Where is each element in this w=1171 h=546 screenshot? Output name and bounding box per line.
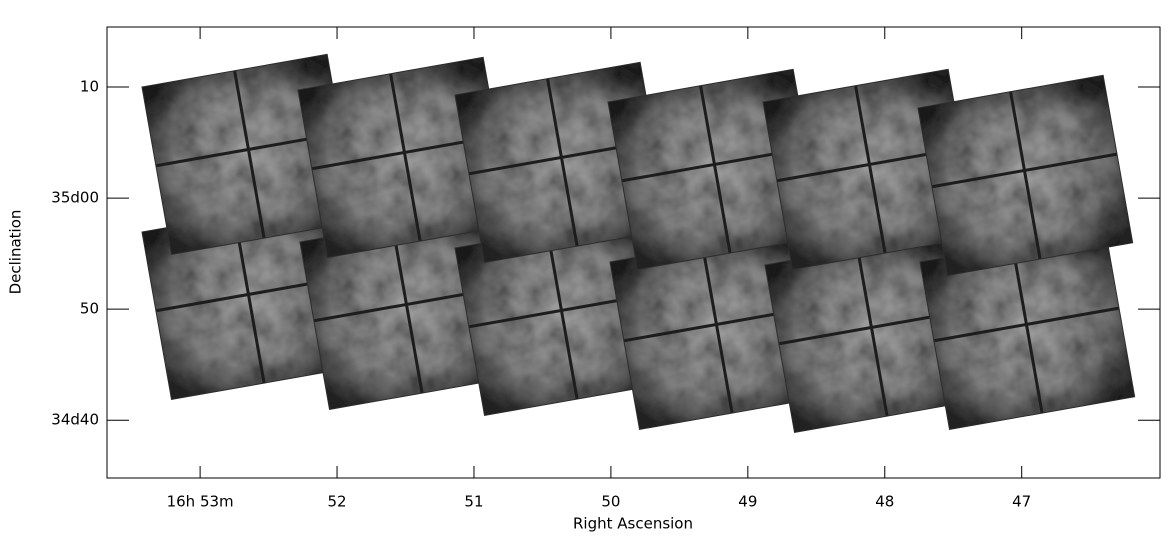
x-tick-label: 51 [464, 493, 483, 511]
y-tick-label: 50 [80, 300, 99, 318]
mosaic-image [142, 54, 1135, 432]
x-tick-label: 50 [601, 493, 620, 511]
y-tick-label: 35d00 [51, 189, 99, 207]
plot-frame [106, 26, 1161, 479]
x-tick-label: 16h 53m [167, 493, 234, 511]
x-axis-label: Right Ascension [573, 515, 693, 533]
y-tick-label: 10 [80, 77, 99, 95]
y-tick-label: 34d40 [51, 411, 99, 429]
x-tick-label: 47 [1012, 493, 1031, 511]
y-axis-label: Declination [7, 210, 25, 295]
x-tick-label: 48 [875, 493, 894, 511]
x-tick-label: 49 [738, 493, 757, 511]
x-tick-label: 52 [327, 493, 346, 511]
